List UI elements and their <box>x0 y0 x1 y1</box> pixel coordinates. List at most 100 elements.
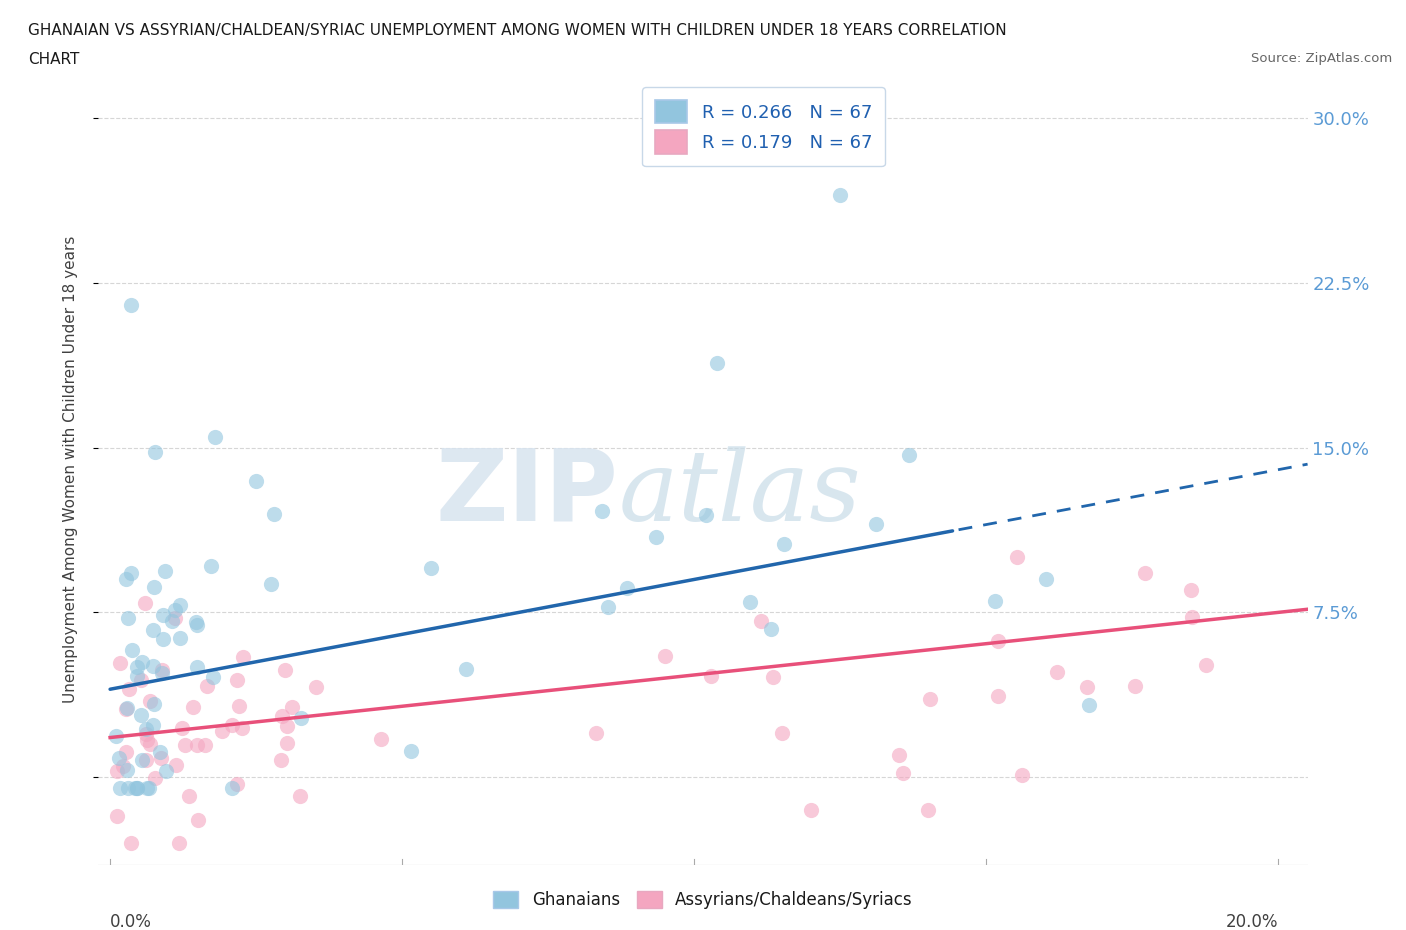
Ghanaians <box>184 615 207 630</box>
Assyrians/Chaldeans/Syriacs <box>143 770 166 785</box>
Assyrians/Chaldeans/Syriacs <box>195 679 218 694</box>
Assyrians/Chaldeans/Syriacs <box>288 789 311 804</box>
Assyrians/Chaldeans/Syriacs <box>232 650 254 665</box>
Assyrians/Chaldeans/Syriacs <box>305 680 328 695</box>
Ghanaians <box>155 564 177 578</box>
Ghanaians <box>152 631 174 646</box>
Ghanaians <box>142 658 165 673</box>
Ghanaians <box>135 722 157 737</box>
Assyrians/Chaldeans/Syriacs <box>1076 680 1098 695</box>
Assyrians/Chaldeans/Syriacs <box>917 803 939 817</box>
Ghanaians <box>125 659 148 674</box>
Ghanaians <box>152 607 174 622</box>
Assyrians/Chaldeans/Syriacs <box>139 694 162 709</box>
Ghanaians <box>142 579 165 594</box>
Assyrians/Chaldeans/Syriacs <box>918 692 941 707</box>
Ghanaians <box>115 701 138 716</box>
Ghanaians <box>645 529 668 544</box>
Assyrians/Chaldeans/Syriacs <box>131 673 153 688</box>
Assyrians/Chaldeans/Syriacs <box>226 777 249 791</box>
Assyrians/Chaldeans/Syriacs <box>179 789 201 804</box>
Assyrians/Chaldeans/Syriacs <box>172 720 194 735</box>
Assyrians/Chaldeans/Syriacs <box>187 812 209 827</box>
Ghanaians <box>399 744 422 759</box>
Ghanaians <box>124 780 146 795</box>
Assyrians/Chaldeans/Syriacs <box>194 737 217 752</box>
Assyrians/Chaldeans/Syriacs <box>887 748 910 763</box>
Assyrians/Chaldeans/Syriacs <box>211 724 233 738</box>
Assyrians/Chaldeans/Syriacs <box>1181 610 1204 625</box>
Assyrians/Chaldeans/Syriacs <box>181 699 204 714</box>
Assyrians/Chaldeans/Syriacs <box>654 649 676 664</box>
Assyrians/Chaldeans/Syriacs <box>114 744 136 759</box>
Ghanaians <box>598 600 620 615</box>
Legend: Ghanaians, Assyrians/Chaldeans/Syriacs: Ghanaians, Assyrians/Chaldeans/Syriacs <box>485 883 921 917</box>
Ghanaians <box>115 763 138 777</box>
Ghanaians <box>898 447 921 462</box>
Ghanaians <box>290 711 312 725</box>
Ghanaians <box>120 298 142 312</box>
Assyrians/Chaldeans/Syriacs <box>118 682 141 697</box>
Assyrians/Chaldeans/Syriacs <box>150 663 173 678</box>
Assyrians/Chaldeans/Syriacs <box>893 765 915 780</box>
Ghanaians <box>1035 571 1057 586</box>
Assyrians/Chaldeans/Syriacs <box>761 670 783 684</box>
Assyrians/Chaldeans/Syriacs <box>1123 679 1146 694</box>
Ghanaians <box>263 506 285 521</box>
Assyrians/Chaldeans/Syriacs <box>987 688 1010 703</box>
Ghanaians <box>695 507 717 522</box>
Assyrians/Chaldeans/Syriacs <box>165 757 187 772</box>
Assyrians/Chaldeans/Syriacs <box>800 803 823 817</box>
Ghanaians <box>131 752 153 767</box>
Ghanaians <box>706 356 728 371</box>
Ghanaians <box>738 594 761 609</box>
Ghanaians <box>201 670 224 684</box>
Ghanaians <box>129 707 152 722</box>
Ghanaians <box>149 745 172 760</box>
Ghanaians <box>773 537 796 551</box>
Assyrians/Chaldeans/Syriacs <box>228 698 250 713</box>
Ghanaians <box>138 780 160 795</box>
Ghanaians <box>117 780 139 795</box>
Text: 20.0%: 20.0% <box>1226 913 1278 930</box>
Assyrians/Chaldeans/Syriacs <box>276 736 298 751</box>
Ghanaians <box>107 751 129 765</box>
Ghanaians <box>155 764 177 778</box>
Assyrians/Chaldeans/Syriacs <box>585 726 607 741</box>
Ghanaians <box>136 780 159 795</box>
Assyrians/Chaldeans/Syriacs <box>1135 566 1157 581</box>
Assyrians/Chaldeans/Syriacs <box>149 751 172 765</box>
Ghanaians <box>1077 698 1099 712</box>
Assyrians/Chaldeans/Syriacs <box>749 614 772 629</box>
Ghanaians <box>160 614 183 629</box>
Text: atlas: atlas <box>619 445 860 541</box>
Assyrians/Chaldeans/Syriacs <box>770 725 793 740</box>
Assyrians/Chaldeans/Syriacs <box>1011 767 1033 782</box>
Text: 0.0%: 0.0% <box>110 913 152 930</box>
Ghanaians <box>142 697 165 711</box>
Ghanaians <box>169 631 191 645</box>
Assyrians/Chaldeans/Syriacs <box>700 669 723 684</box>
Assyrians/Chaldeans/Syriacs <box>370 732 392 747</box>
Ghanaians <box>131 655 153 670</box>
Assyrians/Chaldeans/Syriacs <box>135 753 157 768</box>
Y-axis label: Unemployment Among Women with Children Under 18 years: Unemployment Among Women with Children U… <box>63 236 77 703</box>
Assyrians/Chaldeans/Syriacs <box>186 737 208 752</box>
Assyrians/Chaldeans/Syriacs <box>135 726 157 741</box>
Assyrians/Chaldeans/Syriacs <box>169 835 191 850</box>
Assyrians/Chaldeans/Syriacs <box>1195 658 1218 672</box>
Text: GHANAIAN VS ASSYRIAN/CHALDEAN/SYRIAC UNEMPLOYMENT AMONG WOMEN WITH CHILDREN UNDE: GHANAIAN VS ASSYRIAN/CHALDEAN/SYRIAC UNE… <box>28 23 1007 38</box>
Assyrians/Chaldeans/Syriacs <box>165 610 187 625</box>
Ghanaians <box>221 780 243 795</box>
Ghanaians <box>120 565 142 580</box>
Ghanaians <box>142 718 165 733</box>
Ghanaians <box>200 559 222 574</box>
Assyrians/Chaldeans/Syriacs <box>105 808 128 823</box>
Ghanaians <box>125 780 148 795</box>
Ghanaians <box>204 430 226 445</box>
Ghanaians <box>186 618 208 632</box>
Ghanaians <box>125 780 148 795</box>
Text: ZIP: ZIP <box>436 445 619 542</box>
Ghanaians <box>260 577 283 591</box>
Ghanaians <box>121 643 143 658</box>
